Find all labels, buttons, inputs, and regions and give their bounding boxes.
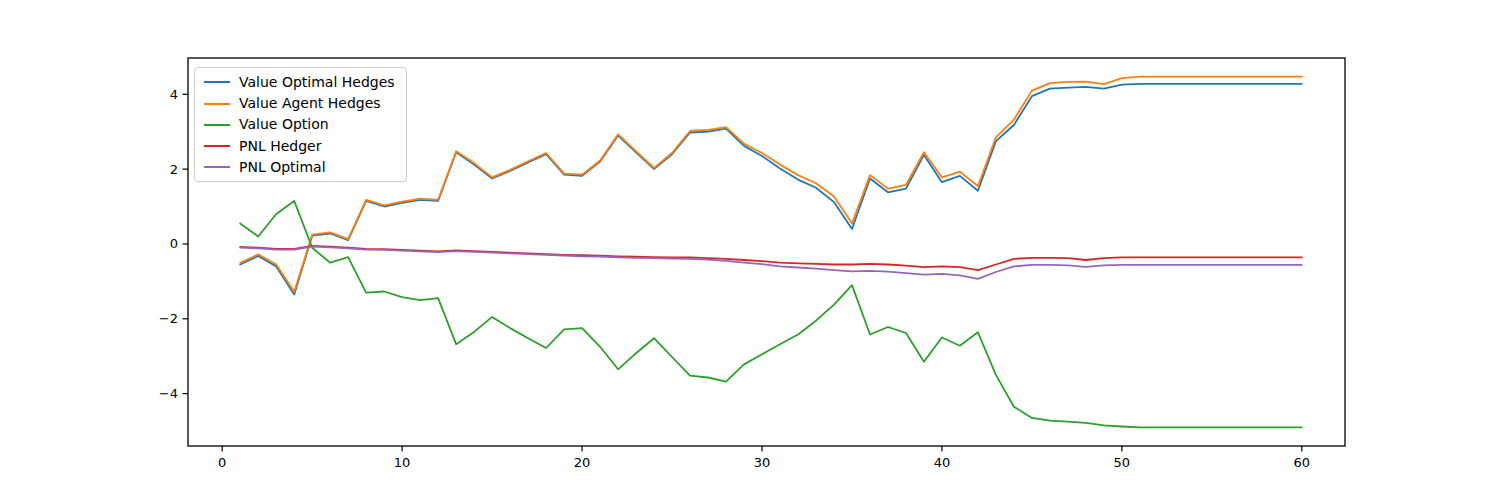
series-line-value-option xyxy=(240,201,1302,427)
legend-label: PNL Hedger xyxy=(239,139,321,154)
legend-label: Value Agent Hedges xyxy=(239,96,381,111)
x-tick-label: 40 xyxy=(934,455,951,470)
x-tick-label: 10 xyxy=(394,455,411,470)
x-tick-label: 50 xyxy=(1114,455,1131,470)
legend-swatch-line xyxy=(204,81,230,83)
figure: 0102030405060420−2−4 Value Optimal Hedge… xyxy=(0,0,1500,500)
x-tick-label: 30 xyxy=(754,455,771,470)
x-tick-label: 0 xyxy=(218,455,226,470)
legend-swatch-line xyxy=(204,103,230,105)
y-tick-label: −2 xyxy=(159,311,178,326)
series-line-pnl-hedger xyxy=(240,246,1302,270)
legend-label: Value Option xyxy=(239,117,329,132)
y-tick-label: 0 xyxy=(170,236,178,251)
y-tick-label: −4 xyxy=(159,386,178,401)
legend-item: Value Optimal Hedges xyxy=(204,75,395,90)
x-tick-label: 60 xyxy=(1294,455,1311,470)
legend-swatch-line xyxy=(204,124,230,126)
legend-item: PNL Hedger xyxy=(204,139,395,154)
legend-swatch-line xyxy=(204,166,230,168)
legend-item: Value Option xyxy=(204,117,395,132)
legend-item: PNL Optimal xyxy=(204,160,395,175)
legend-swatch-line xyxy=(204,145,230,147)
legend-item: Value Agent Hedges xyxy=(204,96,395,111)
y-tick-label: 4 xyxy=(170,87,178,102)
legend: Value Optimal Hedges Value Agent Hedges Va… xyxy=(194,67,407,182)
legend-label: PNL Optimal xyxy=(239,160,326,175)
y-tick-label: 2 xyxy=(170,162,178,177)
x-tick-label: 20 xyxy=(574,455,591,470)
legend-label: Value Optimal Hedges xyxy=(239,75,395,90)
